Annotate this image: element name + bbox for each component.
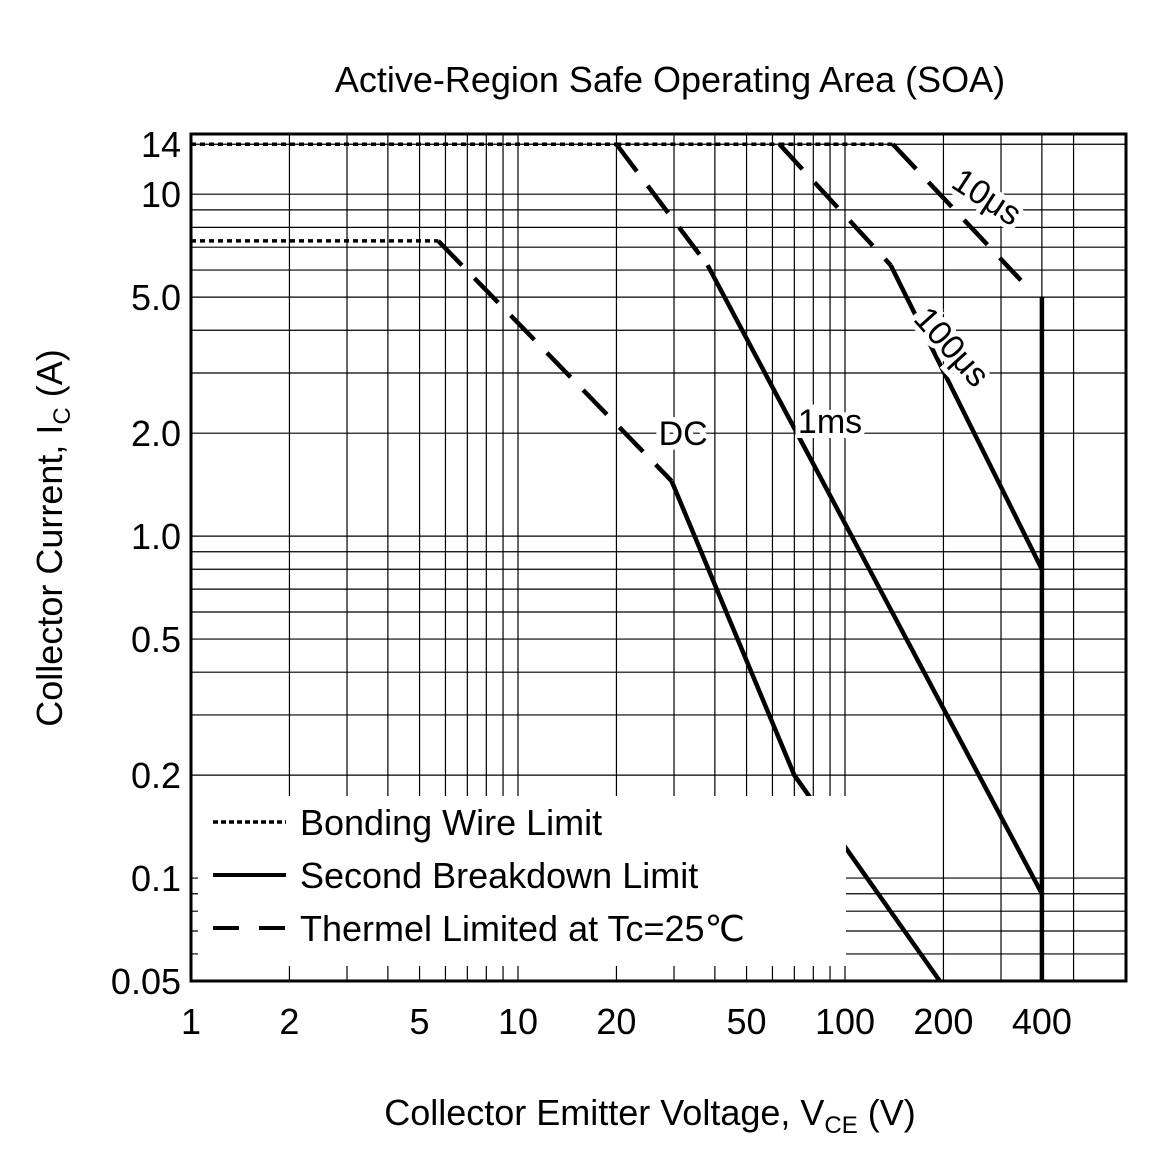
curve-label: 1ms [798, 403, 862, 441]
y-tick-label: 0.1 [131, 858, 181, 899]
y-tick-label: 0.5 [131, 619, 181, 660]
y-tick-label: 14 [141, 124, 181, 165]
y-tick-label: 10 [141, 174, 181, 215]
y-tick-label: 5.0 [131, 277, 181, 318]
x-tick-label: 200 [913, 1001, 973, 1042]
x-tick-label: 1 [181, 1001, 201, 1042]
series-line [614, 142, 710, 267]
curve-label: DC [659, 415, 708, 453]
x-axis-label-sub: CE [824, 1112, 857, 1139]
y-tick-label: 2.0 [131, 413, 181, 454]
x-tick-label: 400 [1012, 1001, 1072, 1042]
y-axis-label-unit: (A) [29, 349, 70, 407]
series-line [705, 264, 1044, 895]
y-axis-label: Collector Current, IC (A) [29, 349, 76, 726]
y-tick-label: 1.0 [131, 516, 181, 557]
x-tick-label: 50 [727, 1001, 767, 1042]
series-line [669, 480, 942, 983]
x-tick-label: 5 [410, 1001, 430, 1042]
x-tick-label: 20 [596, 1001, 636, 1042]
legend-label: Second Breakdown Limit [300, 855, 698, 896]
x-tick-label: 10 [498, 1001, 538, 1042]
chart-title: Active-Region Safe Operating Area (SOA) [335, 59, 1005, 100]
y-axis-label-sub: C [49, 407, 76, 424]
y-axis-label-main: Collector Current, I [29, 425, 70, 727]
y-tick-labels: 14 10 5.0 2.0 1.0 0.5 0.2 0.1 0.05 [111, 124, 181, 1002]
curve-label: 100μs [906, 300, 997, 395]
series-line [777, 142, 893, 267]
x-tick-label: 100 [815, 1001, 875, 1042]
curve-labels: DC 1ms 100μs 10μs [654, 156, 1034, 458]
series-line [888, 264, 1044, 571]
x-axis-label-main: Collector Emitter Voltage, V [384, 1092, 824, 1133]
series-group [191, 142, 1045, 983]
x-axis-label-unit: (V) [858, 1092, 916, 1133]
curve-label: 10μs [945, 161, 1028, 233]
legend: Bonding Wire Limit Second Breakdown Limit… [198, 796, 846, 966]
y-tick-label: 0.05 [111, 961, 181, 1002]
legend-label: Thermel Limited at Tc=25℃ [300, 908, 745, 949]
x-tick-labels: 1 2 5 10 20 50 100 200 400 [181, 1001, 1072, 1042]
x-tick-label: 2 [279, 1001, 299, 1042]
series-line [891, 142, 1023, 282]
x-axis-label: Collector Emitter Voltage, VCE (V) [384, 1092, 916, 1139]
y-tick-label: 0.2 [131, 755, 181, 796]
legend-label: Bonding Wire Limit [300, 802, 602, 843]
plot-frame [189, 132, 1128, 983]
legend-background [198, 796, 846, 966]
series-line [436, 239, 674, 483]
